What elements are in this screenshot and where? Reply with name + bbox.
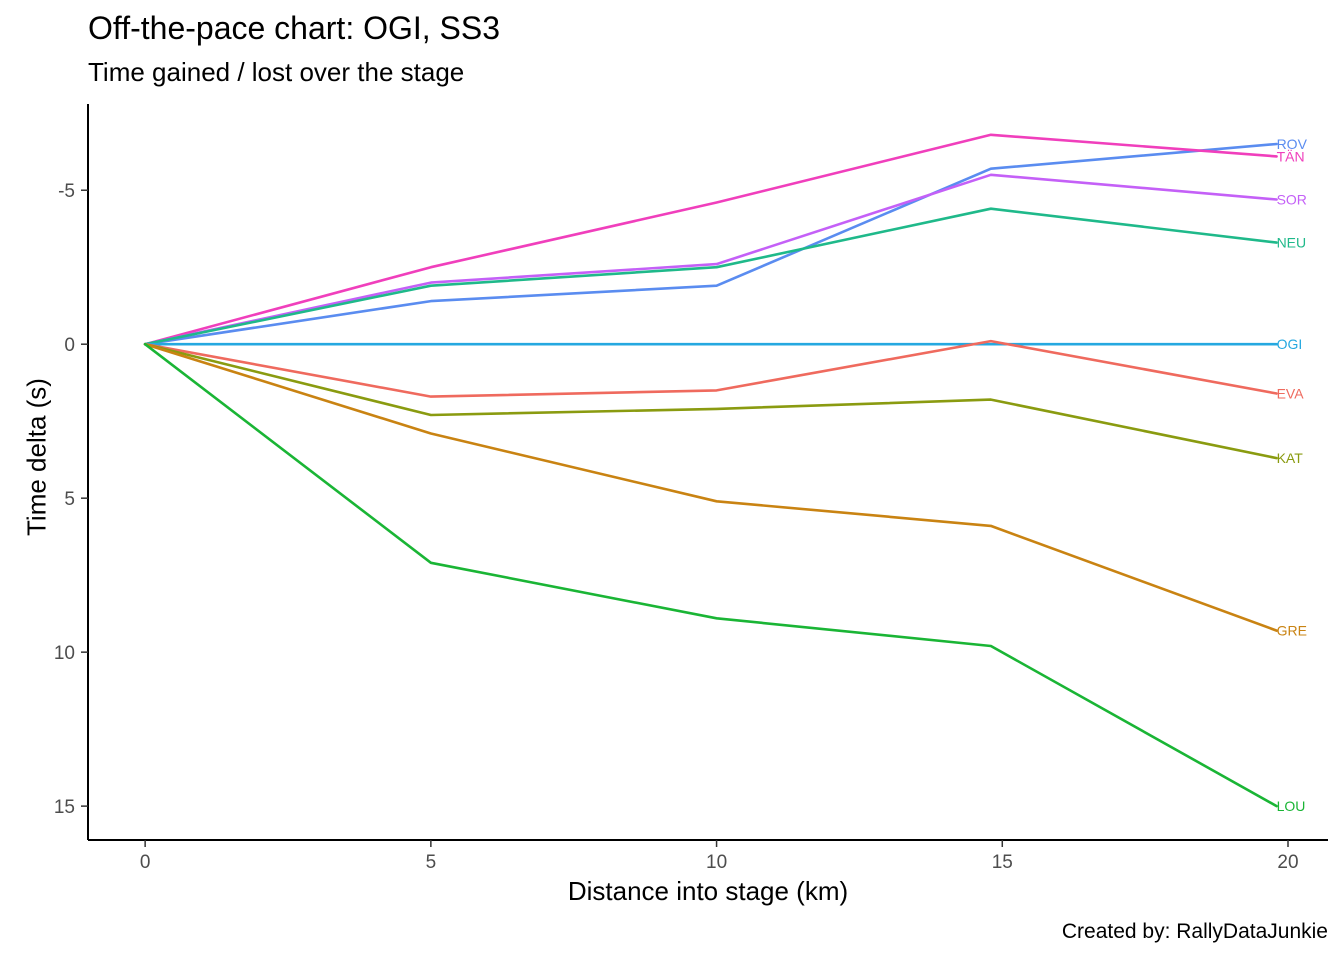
- series-line-neu: [143, 207, 1278, 346]
- x-tick-label: 15: [992, 852, 1013, 873]
- series-end-label: TÄN: [1277, 148, 1305, 164]
- series-end-label: GRE: [1277, 623, 1307, 639]
- series-line-rov: [143, 142, 1278, 346]
- series-end-label: OGI: [1277, 336, 1303, 352]
- series-end-label: NEU: [1277, 235, 1307, 251]
- series-line-eva: [143, 339, 1278, 398]
- series-line-tän: [143, 133, 1278, 346]
- series-end-label: ROV: [1277, 136, 1308, 152]
- series-end-label: SOR: [1277, 191, 1307, 207]
- series-end-label: EVA: [1277, 385, 1305, 401]
- x-tick-label: 5: [426, 852, 437, 873]
- x-tick-label: 10: [706, 852, 727, 873]
- y-tick-label: -5: [58, 181, 75, 202]
- chart-caption: Created by: RallyDataJunkie: [1061, 920, 1328, 943]
- y-tick-label: 5: [64, 489, 75, 510]
- series-lines: [143, 133, 1278, 808]
- chart-subtitle: Time gained / lost over the stage: [88, 57, 465, 87]
- series-line-gre: [143, 342, 1278, 632]
- series-line-lou: [143, 342, 1278, 808]
- y-axis-label: Time delta (s): [21, 378, 52, 536]
- y-tick-label: 15: [54, 797, 75, 818]
- x-tick-label: 0: [140, 852, 151, 873]
- series-line-kat: [143, 342, 1278, 460]
- x-tick-label: 20: [1277, 852, 1298, 873]
- chart-title: Off-the-pace chart: OGI, SS3: [88, 10, 501, 46]
- x-axis-label: Distance into stage (km): [567, 876, 849, 906]
- axes: 0 5 10 15 20 -5 0 5 10 15: [54, 104, 1328, 873]
- y-tick-label: 10: [54, 643, 75, 664]
- series-end-label: KAT: [1277, 450, 1304, 466]
- series-end-label: LOU: [1277, 798, 1306, 814]
- y-tick-label: 0: [64, 335, 75, 356]
- series-line-sor: [143, 173, 1278, 346]
